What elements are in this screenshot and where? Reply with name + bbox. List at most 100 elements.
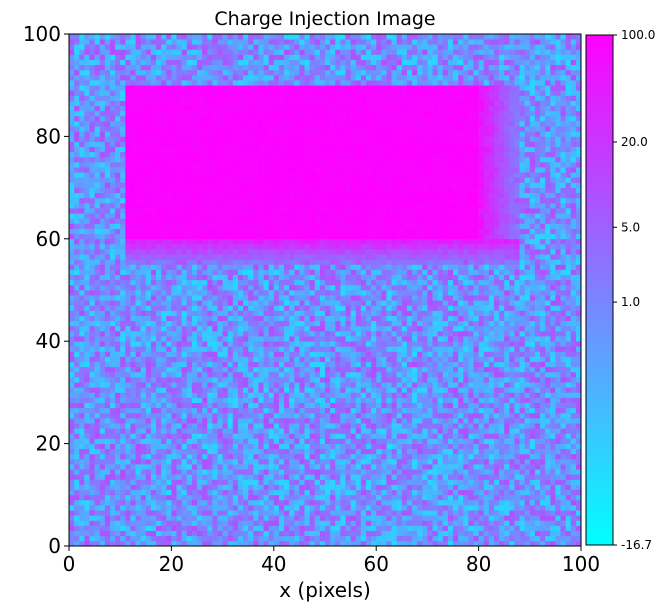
heatmap-cell: [575, 525, 582, 531]
heatmap-cell: [304, 510, 310, 516]
heatmap-cell: [125, 371, 131, 378]
heatmap-cell: [540, 315, 546, 322]
heatmap-cell: [227, 387, 234, 393]
heatmap-cell: [555, 453, 561, 460]
heatmap-cell: [555, 433, 561, 439]
heatmap-cell: [417, 494, 423, 501]
heatmap-cell: [104, 377, 111, 383]
heatmap-cell: [463, 484, 469, 491]
heatmap-cell: [253, 412, 259, 419]
heatmap-cell: [340, 458, 346, 465]
heatmap-cell: [381, 453, 387, 460]
heatmap-cell: [232, 295, 239, 301]
heatmap-cell: [565, 423, 572, 429]
heatmap-cell: [396, 305, 403, 311]
heatmap-cell: [125, 305, 131, 311]
heatmap-cell: [227, 295, 234, 301]
heatmap-cell: [478, 315, 485, 322]
heatmap-cell: [360, 520, 367, 526]
heatmap-cell: [422, 484, 428, 491]
heatmap-cell: [381, 351, 387, 357]
heatmap-cell: [130, 510, 136, 516]
heatmap-cell: [560, 458, 566, 465]
heatmap-cell: [294, 499, 300, 506]
heatmap-cell: [412, 336, 418, 342]
heatmap-cell: [376, 469, 382, 475]
heatmap-cell: [509, 305, 515, 311]
heatmap-cell: [519, 515, 526, 521]
heatmap-cell: [161, 464, 167, 470]
heatmap-cell: [171, 387, 177, 393]
heatmap-cell: [135, 325, 142, 332]
heatmap-cell: [504, 377, 510, 383]
heatmap-cell: [529, 464, 536, 470]
heatmap-cell: [222, 346, 229, 352]
heatmap-cell: [202, 310, 208, 316]
heatmap-cell: [570, 525, 577, 531]
heatmap-cell: [79, 412, 85, 419]
heatmap-cell: [493, 300, 500, 306]
heatmap-cell: [217, 469, 223, 475]
heatmap-cell: [299, 464, 305, 470]
heatmap-cell: [534, 397, 541, 403]
heatmap-cell: [391, 336, 398, 342]
heatmap-cell: [140, 525, 147, 531]
heatmap-cell: [555, 474, 561, 480]
heatmap-cell: [483, 423, 490, 429]
heatmap-cell: [345, 295, 351, 301]
heatmap-cell: [263, 530, 270, 537]
heatmap-cell: [145, 510, 152, 516]
heatmap-cell: [545, 325, 551, 332]
heatmap-cell: [319, 305, 326, 311]
heatmap-cell: [560, 361, 566, 368]
heatmap-cell: [94, 387, 101, 393]
heatmap-cell: [273, 397, 280, 403]
heatmap-cell: [207, 300, 213, 306]
heatmap-cell: [422, 392, 428, 398]
heatmap-cell: [371, 387, 377, 393]
heatmap-cell: [575, 479, 582, 485]
heatmap-cell: [212, 535, 218, 542]
heatmap-cell: [212, 494, 218, 501]
heatmap-cell: [79, 423, 85, 429]
heatmap-cell: [570, 336, 577, 342]
heatmap-cell: [99, 428, 106, 434]
heatmap-cell: [575, 423, 582, 429]
heatmap-cell: [570, 520, 577, 526]
heatmap-cell: [130, 387, 136, 393]
heatmap-cell: [509, 330, 515, 337]
heatmap-cell: [74, 392, 80, 398]
heatmap-cell: [473, 484, 479, 491]
heatmap-cell: [171, 443, 177, 450]
heatmap-cell: [207, 535, 213, 542]
heatmap-cell: [125, 479, 131, 485]
heatmap-cell: [120, 346, 126, 352]
heatmap-cell: [447, 530, 454, 537]
heatmap-cell: [345, 407, 351, 414]
heatmap-cell: [284, 366, 290, 373]
heatmap-cell: [483, 469, 490, 475]
heatmap-cell: [335, 423, 341, 429]
heatmap-cell: [140, 315, 147, 322]
heatmap-cell: [120, 469, 126, 475]
heatmap-cell: [161, 423, 167, 429]
heatmap-cell: [150, 505, 157, 511]
heatmap-cell: [381, 356, 387, 363]
heatmap-cell: [514, 540, 520, 547]
heatmap-cell: [84, 458, 90, 465]
heatmap-cell: [150, 458, 157, 465]
heatmap-cell: [289, 443, 295, 450]
heatmap-cell: [243, 428, 249, 434]
heatmap-cell: [499, 325, 505, 332]
heatmap-cell: [458, 423, 464, 429]
heatmap-cell: [217, 423, 223, 429]
heatmap-cell: [453, 397, 459, 403]
heatmap-cell: [555, 510, 561, 516]
heatmap-cell: [150, 366, 157, 373]
heatmap-cell: [335, 377, 341, 383]
heatmap-cell: [278, 448, 285, 455]
heatmap-cell: [540, 361, 546, 368]
heatmap-cell: [207, 525, 213, 531]
heatmap-cell: [565, 453, 572, 460]
heatmap-cell: [191, 505, 198, 511]
